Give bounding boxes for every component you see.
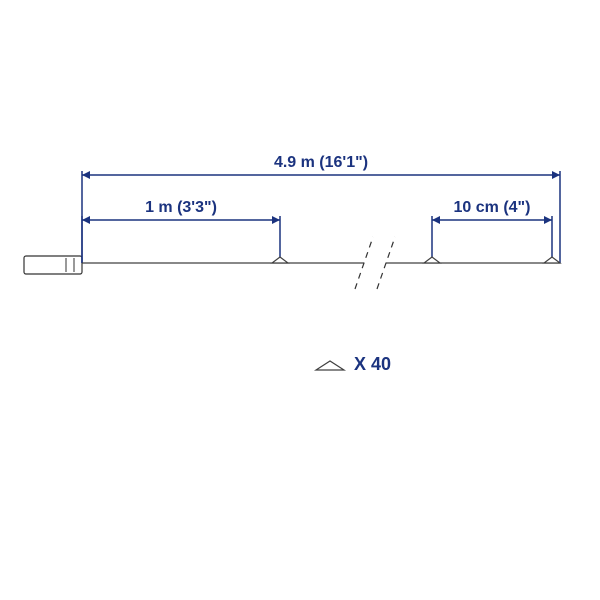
svg-text:1 m (3'3"): 1 m (3'3") [145, 199, 217, 216]
svg-text:X 40: X 40 [354, 354, 391, 374]
svg-text:10 cm (4"): 10 cm (4") [454, 199, 531, 216]
svg-text:4.9 m (16'1"): 4.9 m (16'1") [274, 154, 368, 171]
